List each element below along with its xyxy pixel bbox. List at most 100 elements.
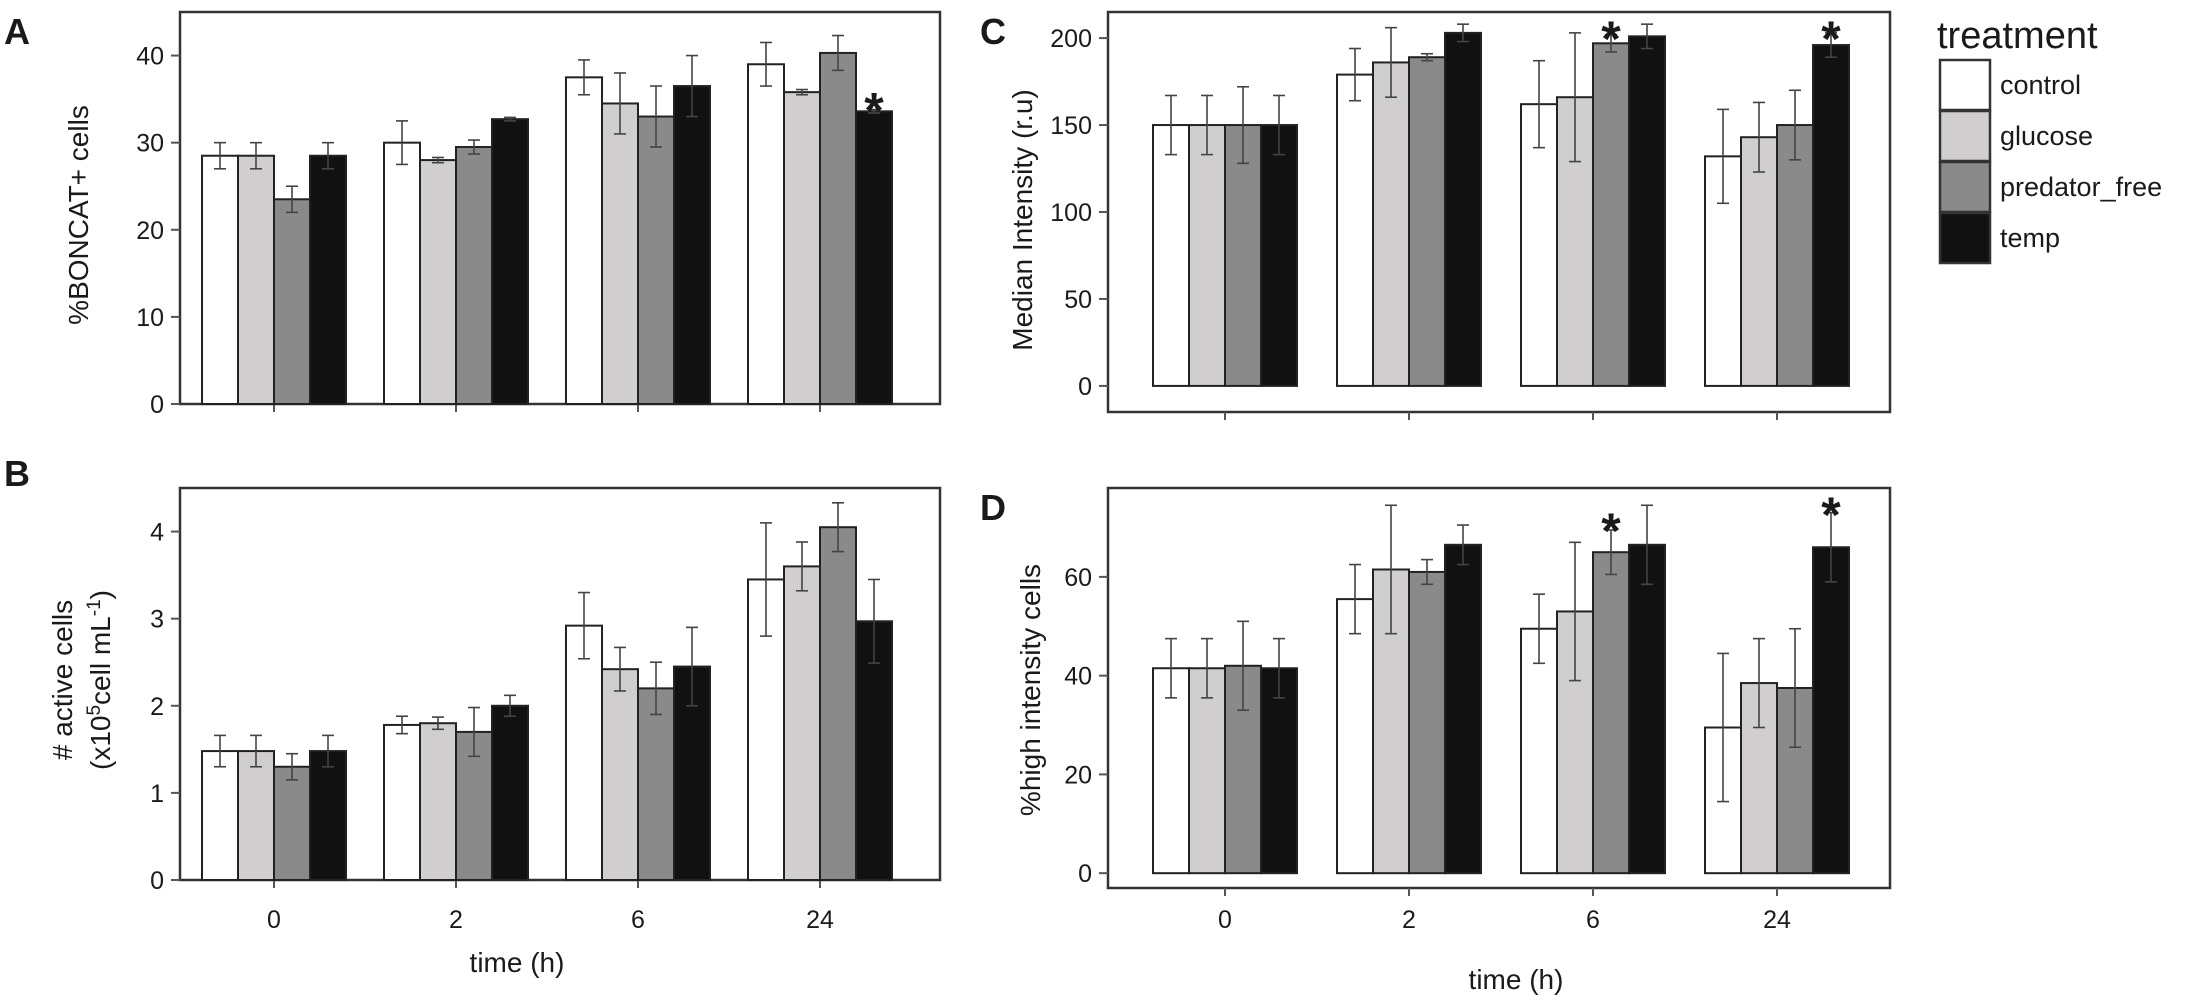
bar-glucose-0 xyxy=(1188,124,1226,387)
panel-b-plot: 0 1 2 3 4 0 2 6 24 xyxy=(150,486,942,934)
legend: treatment control glucose predator_freetem… xyxy=(1937,15,2162,265)
x-tick-label: 24 xyxy=(1763,906,1791,934)
bar-control-24 xyxy=(747,63,785,406)
bar-control-6 xyxy=(565,76,603,405)
bar-predator_free-24 xyxy=(819,526,857,881)
bar-control-2 xyxy=(383,723,421,881)
bar-glucose-0 xyxy=(1188,667,1226,875)
panel-a-ylabel: %BONCAT+ cells xyxy=(63,105,94,325)
bar-temp-24 xyxy=(1812,546,1850,875)
panel-d-ylabel: %high intensity cells xyxy=(1015,564,1046,816)
y-tick-label: 4 xyxy=(150,519,164,547)
bar-temp-24 xyxy=(855,620,893,882)
y-tick-label: 20 xyxy=(1064,761,1092,789)
x-tick-label: 2 xyxy=(1402,906,1416,934)
significance-star: * xyxy=(1821,11,1841,67)
bar-glucose-2 xyxy=(419,722,457,882)
y-tick-label: 0 xyxy=(150,867,164,895)
legend-label-predator_free: predator_free xyxy=(2000,172,2162,202)
bar-predator_free-24 xyxy=(819,51,857,405)
panel-letter-b: B xyxy=(4,453,30,494)
bar-control-0 xyxy=(201,750,239,881)
significance-star: * xyxy=(1821,487,1841,543)
y-tick-label: 100 xyxy=(1050,199,1092,227)
y-tick-label: 1 xyxy=(150,780,164,808)
bar-glucose-0 xyxy=(237,750,275,881)
bar-predator_free-0 xyxy=(273,198,311,405)
bar-temp-0 xyxy=(1260,124,1298,387)
y-tick-label: 150 xyxy=(1050,112,1092,140)
panel-letter-d: D xyxy=(980,487,1006,528)
significance-star: * xyxy=(1601,11,1621,67)
bar-temp-0 xyxy=(1260,667,1298,875)
panel-frame xyxy=(1106,486,1892,890)
y-tick-label: 30 xyxy=(136,130,164,158)
x-tick-label: 6 xyxy=(1586,906,1600,934)
bar-glucose-6 xyxy=(601,668,639,881)
y-tick-label: 40 xyxy=(136,43,164,71)
y-tick-label: 60 xyxy=(1064,564,1092,592)
legend-swatch-glucose xyxy=(1938,109,1992,163)
y-tick-label: 0 xyxy=(150,391,164,419)
bar-predator_free-2 xyxy=(1408,56,1446,387)
bar-predator_free-0 xyxy=(273,765,311,881)
bar-predator_free-0 xyxy=(1224,124,1262,387)
bar-predator_free-2 xyxy=(455,146,493,405)
bar-predator_free-6 xyxy=(637,115,675,406)
bar-control-2 xyxy=(1336,73,1374,387)
legend-label-glucose: glucose xyxy=(2000,121,2093,151)
y-tick-label: 40 xyxy=(1064,663,1092,691)
legend-swatch-temp xyxy=(1938,211,1992,265)
bar-control-2 xyxy=(1336,598,1374,875)
bar-glucose-24 xyxy=(1740,136,1778,387)
bar-glucose-2 xyxy=(419,159,457,405)
panel-letter-c: C xyxy=(980,11,1006,52)
panel-b-ylabel-line2: (x105cell mL-1) xyxy=(84,590,116,770)
y-tick-label: 10 xyxy=(136,304,164,332)
bar-glucose-6 xyxy=(601,102,639,405)
bar-temp-0 xyxy=(309,154,347,405)
panel-a-plot: 0 10 20 30 40 * xyxy=(136,10,942,419)
bar-control-2 xyxy=(383,141,421,406)
bar-control-6 xyxy=(1520,627,1558,875)
bar-temp-6 xyxy=(1628,35,1666,387)
panel-b-xlabel: time (h) xyxy=(470,947,565,978)
bar-temp-2 xyxy=(491,118,529,405)
panel-d-xlabel: time (h) xyxy=(1469,964,1564,995)
panel-d-plot: 0 20 40 60 0 2 6 24 * * xyxy=(1064,486,1892,934)
bar-temp-24 xyxy=(1812,44,1850,387)
bar-predator_free-6 xyxy=(1592,551,1630,875)
bar-temp-2 xyxy=(1444,31,1482,387)
bar-glucose-24 xyxy=(783,565,821,882)
bar-glucose-24 xyxy=(783,91,821,406)
bar-glucose-2 xyxy=(1372,61,1410,387)
x-tick-label: 0 xyxy=(267,906,281,934)
x-tick-label: 0 xyxy=(1218,906,1232,934)
bar-temp-24 xyxy=(855,110,893,405)
bar-predator_free-2 xyxy=(1408,570,1446,875)
panel-frame xyxy=(178,486,942,882)
panel-letter-a: A xyxy=(4,11,30,52)
panel-b-ylabel-line1: # active cells xyxy=(47,600,78,760)
legend-swatch-control xyxy=(1938,58,1992,112)
bar-predator_free-6 xyxy=(637,687,675,881)
legend-label-temp: temp xyxy=(2000,223,2060,253)
bar-control-0 xyxy=(1152,124,1190,387)
legend-title: treatment xyxy=(1937,15,2098,57)
significance-star: * xyxy=(1601,503,1621,559)
panel-c-ylabel: Median Intensity (r.u) xyxy=(1007,89,1038,350)
y-tick-label: 3 xyxy=(150,606,164,634)
bar-control-0 xyxy=(201,154,239,405)
bar-glucose-0 xyxy=(237,154,275,405)
bar-predator_free-24 xyxy=(1776,124,1814,387)
y-tick-label: 200 xyxy=(1050,25,1092,53)
bar-predator_free-6 xyxy=(1592,42,1630,387)
legend-label-control: control xyxy=(2000,70,2081,100)
x-tick-label: 6 xyxy=(631,906,645,934)
bar-temp-2 xyxy=(491,704,529,881)
bar-temp-0 xyxy=(309,750,347,881)
bar-temp-6 xyxy=(673,85,711,406)
y-tick-label: 50 xyxy=(1064,286,1092,314)
significance-star: * xyxy=(864,83,884,139)
